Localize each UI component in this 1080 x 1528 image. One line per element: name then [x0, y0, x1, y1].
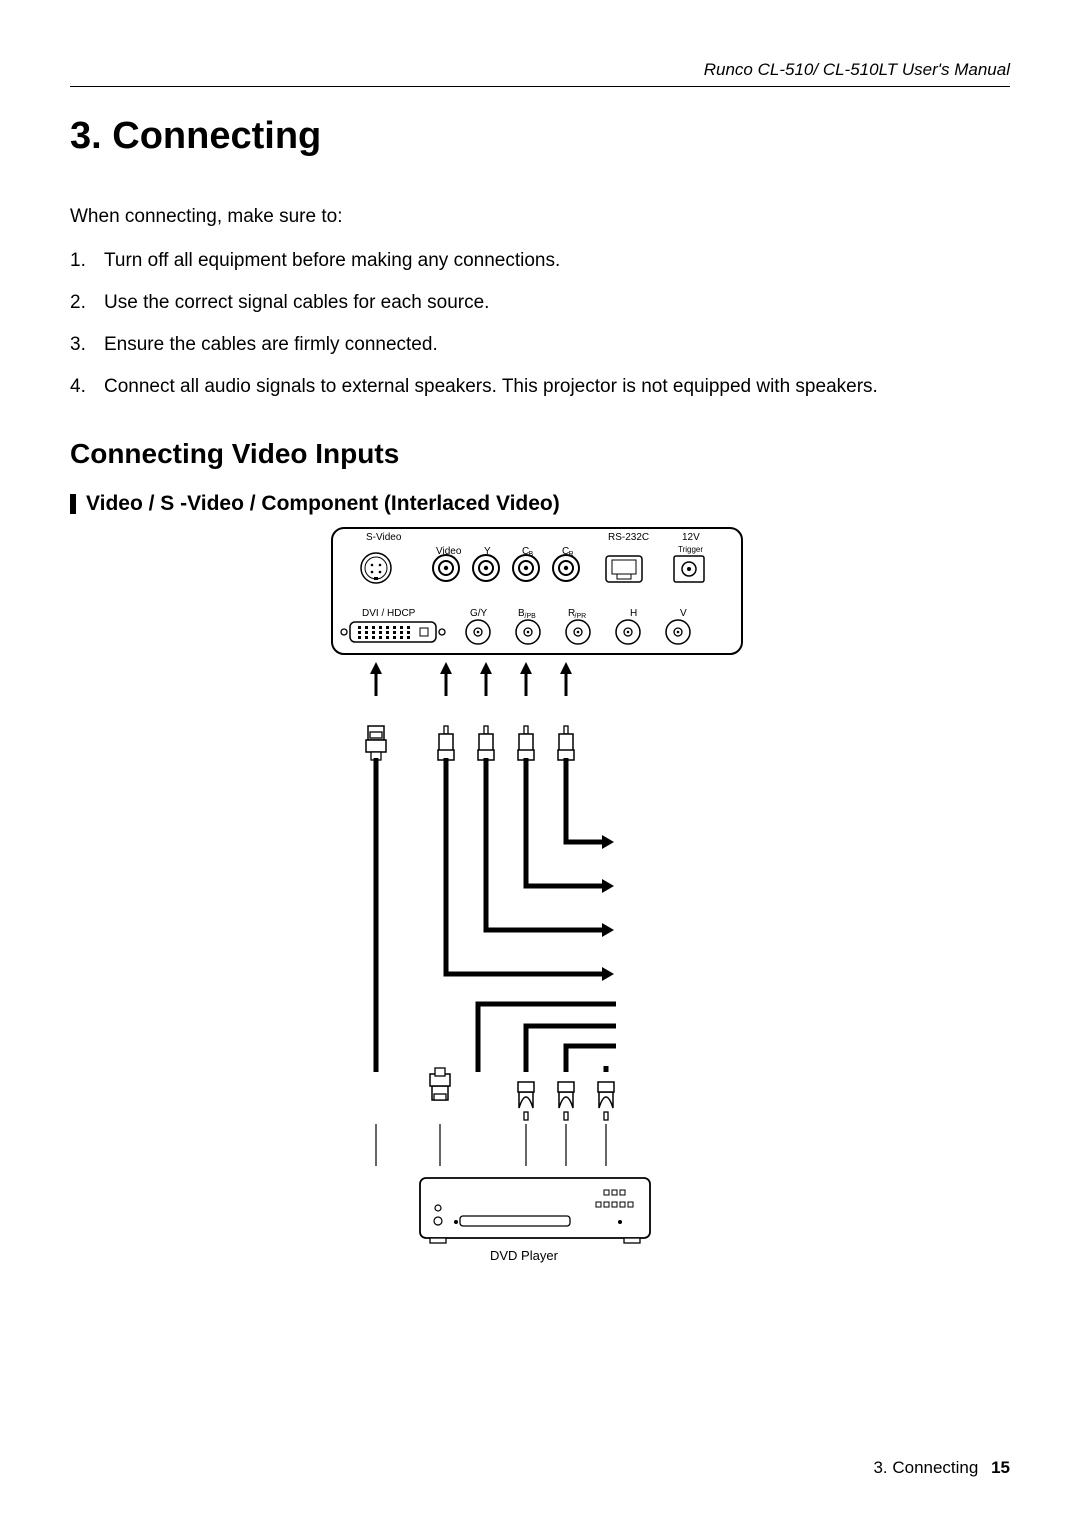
svg-text:/PR: /PR: [575, 613, 587, 620]
subsection-bar-icon: [70, 494, 76, 514]
page: Runco CL-510/ CL-510LT User's Manual 3. …: [0, 0, 1080, 1528]
step-item: 4.Connect all audio signals to external …: [70, 376, 1010, 398]
step-item: 1.Turn off all equipment before making a…: [70, 250, 1010, 272]
svg-text:/PB: /PB: [525, 613, 537, 620]
wiring-diagram: S-VideoVideoYCBCRRS-232C12VTriggerDVI / …: [70, 526, 1010, 1276]
chapter-name: Connecting: [112, 115, 321, 157]
diagram-svg: S-VideoVideoYCBCRRS-232C12VTriggerDVI / …: [330, 526, 750, 1276]
svg-text:DVI / HDCP: DVI / HDCP: [362, 608, 416, 619]
footer-chapter-ref: 3. Connecting: [873, 1458, 978, 1477]
svg-text:Y: Y: [484, 546, 491, 557]
svg-text:H: H: [630, 608, 637, 619]
svg-text:Video: Video: [436, 546, 462, 557]
chapter-title: 3. Connecting: [70, 115, 1010, 158]
step-item: 2.Use the correct signal cables for each…: [70, 292, 1010, 314]
subsection-title: Video / S -Video / Component (Interlaced…: [86, 492, 560, 516]
step-item: 3.Ensure the cables are firmly connected…: [70, 334, 1010, 356]
page-footer: 3. Connecting 15: [873, 1458, 1010, 1478]
section-title: Connecting Video Inputs: [70, 438, 1010, 470]
svg-text:12V: 12V: [682, 532, 700, 543]
svg-text:B: B: [529, 551, 534, 558]
header-manual-title: Runco CL-510/ CL-510LT User's Manual: [70, 60, 1010, 80]
subsection-heading: Video / S -Video / Component (Interlaced…: [70, 492, 1010, 516]
svg-text:S-Video: S-Video: [366, 532, 402, 543]
header-rule: [70, 86, 1010, 87]
steps-list: 1.Turn off all equipment before making a…: [70, 250, 1010, 398]
chapter-number: 3.: [70, 115, 102, 157]
svg-text:Trigger: Trigger: [678, 545, 703, 554]
footer-page-number: 15: [991, 1458, 1010, 1477]
svg-text:R: R: [569, 551, 574, 558]
svg-text:DVD Player: DVD Player: [490, 1248, 559, 1263]
svg-text:G/Y: G/Y: [470, 608, 488, 619]
svg-text:RS-232C: RS-232C: [608, 532, 649, 543]
svg-text:V: V: [680, 608, 687, 619]
intro-text: When connecting, make sure to:: [70, 206, 1010, 228]
